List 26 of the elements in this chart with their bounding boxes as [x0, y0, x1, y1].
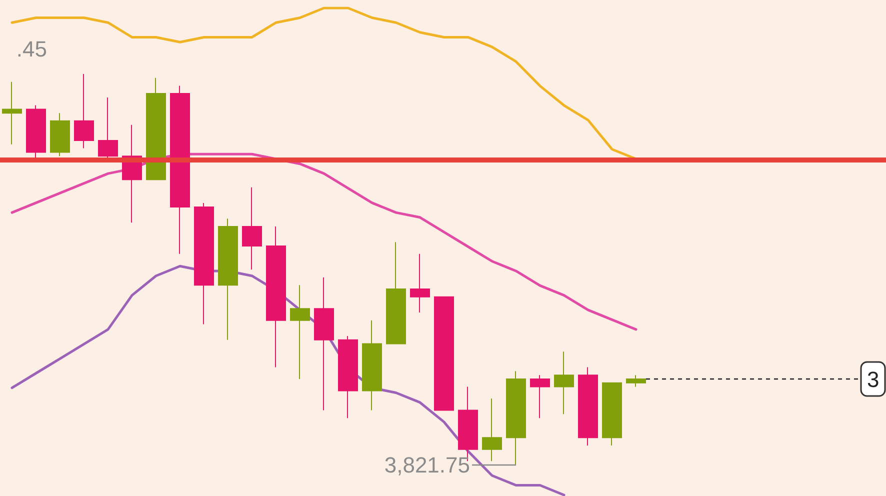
candlestick: [434, 296, 454, 411]
annotation: .45: [16, 36, 47, 62]
candlestick: [554, 351, 574, 415]
candlestick: [362, 320, 382, 411]
candlestick: [482, 398, 502, 462]
candlestick: [266, 226, 286, 368]
candlestick: [146, 77, 166, 180]
candlestick: [194, 202, 214, 325]
price-tag: 3: [646, 361, 886, 397]
candlestick: [602, 382, 622, 446]
candlestick: [386, 242, 406, 344]
candlestick: [410, 253, 430, 314]
candlestick: [218, 218, 238, 340]
candlestick: [530, 374, 550, 419]
candlestick: [170, 85, 190, 254]
candlestick: [50, 112, 70, 157]
annotation: 3,821.75: [384, 452, 470, 478]
candlestick: [338, 335, 358, 419]
candlestick: [2, 81, 22, 145]
candlestick: [506, 370, 526, 466]
candlestick: [578, 366, 598, 446]
candlestick: [74, 74, 94, 149]
candlestick: [242, 186, 262, 270]
candlestick: [314, 276, 334, 411]
candlestick: [626, 374, 646, 388]
candlestick: [290, 284, 310, 380]
